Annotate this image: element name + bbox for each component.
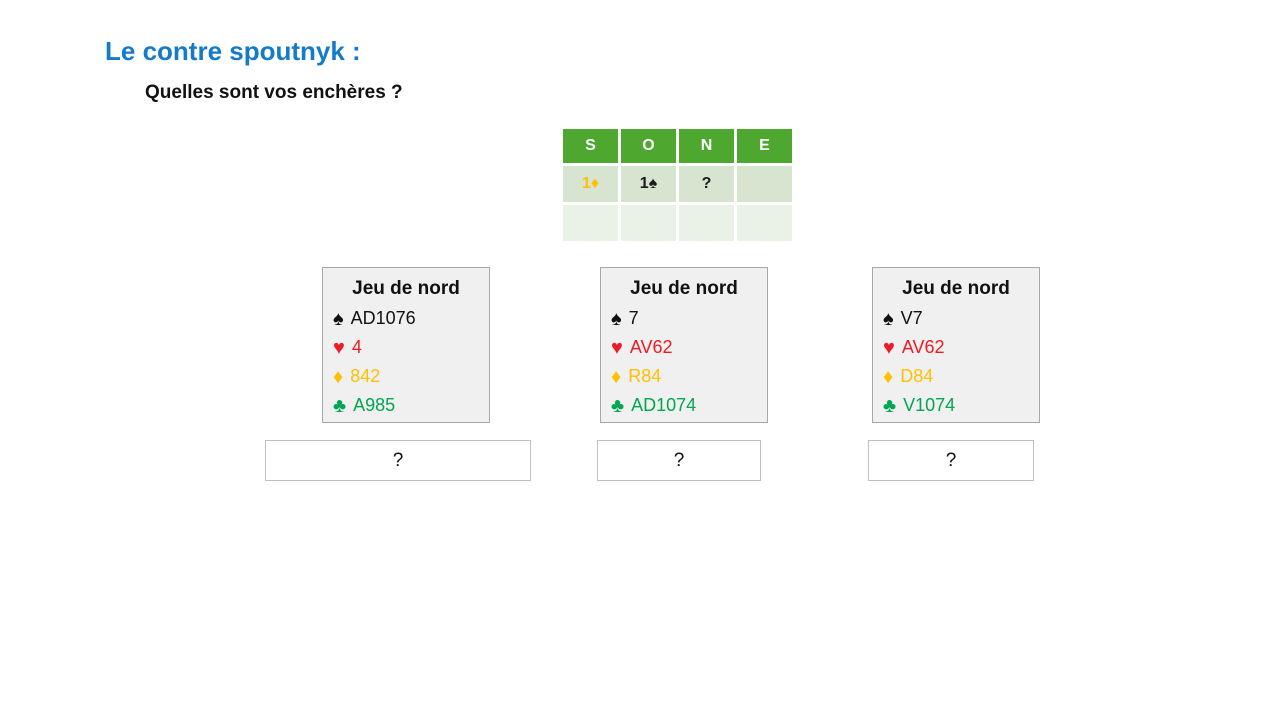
heart-icon: ♥ [883,336,895,359]
auction-table: S O N E 1♦ 1♠ ? [563,129,792,241]
hand-line-hearts: ♥ AV62 [611,333,767,362]
spade-icon: ♠ [333,307,344,330]
hand-line-diamonds: ♦ R84 [611,362,767,391]
club-cards: V1074 [903,395,956,415]
page-subtitle: Quelles sont vos enchères ? [145,82,403,103]
spade-icon: ♠ [611,307,622,330]
hand-line-spades: ♠ 7 [611,304,767,333]
diamond-icon: ♦ [611,365,622,388]
hand-line-spades: ♠ V7 [883,304,1039,333]
club-icon: ♣ [611,394,625,417]
hand-box-2: Jeu de nord ♠ 7 ♥ AV62 ♦ R84 ♣ AD1074 [600,267,768,423]
hand-line-clubs: ♣ A985 [333,391,489,420]
diamond-cards: 842 [350,366,381,386]
hand-line-clubs: ♣ AD1074 [611,391,767,420]
spade-icon: ♠ [883,307,894,330]
answer-box-3[interactable]: ? [868,440,1034,481]
auction-bid-east-empty [737,166,792,202]
club-icon: ♣ [333,394,347,417]
heart-cards: AV62 [901,337,945,357]
auction-bid-south-1d: 1♦ [563,166,618,202]
hand-title: Jeu de nord [902,278,1010,299]
hand-line-diamonds: ♦ 842 [333,362,489,391]
hand-line-hearts: ♥ AV62 [883,333,1039,362]
club-cards: A985 [353,395,396,415]
spade-cards: AD1076 [350,308,416,328]
club-icon: ♣ [883,394,897,417]
hand-line-hearts: ♥ 4 [333,333,489,362]
page-title: Le contre spoutnyk : [105,36,361,66]
spade-cards: 7 [628,308,639,328]
auction-cell-empty [737,205,792,241]
heart-cards: 4 [351,337,362,357]
auction-header-east: E [737,129,792,163]
heart-cards: AV62 [629,337,673,357]
hand-line-clubs: ♣ V1074 [883,391,1039,420]
auction-header-south: S [563,129,618,163]
hand-box-1: Jeu de nord ♠ AD1076 ♥ 4 ♦ 842 ♣ A985 [322,267,490,423]
hand-line-spades: ♠ AD1076 [333,304,489,333]
diamond-icon: ♦ [333,365,344,388]
diamond-cards: R84 [628,366,662,386]
auction-cell-empty [621,205,676,241]
club-cards: AD1074 [631,395,697,415]
heart-icon: ♥ [333,336,345,359]
hand-title: Jeu de nord [630,278,738,299]
diamond-cards: D84 [900,366,934,386]
spade-cards: V7 [900,308,923,328]
answer-box-1[interactable]: ? [265,440,531,481]
auction-cell-empty [563,205,618,241]
auction-cell-empty [679,205,734,241]
auction-bid-west-1s: 1♠ [621,166,676,202]
answer-box-2[interactable]: ? [597,440,761,481]
auction-header-west: O [621,129,676,163]
hand-title: Jeu de nord [352,278,460,299]
diamond-icon: ♦ [883,365,894,388]
heart-icon: ♥ [611,336,623,359]
hand-box-3: Jeu de nord ♠ V7 ♥ AV62 ♦ D84 ♣ V1074 [872,267,1040,423]
auction-header-north: N [679,129,734,163]
auction-bid-north-question: ? [679,166,734,202]
hand-line-diamonds: ♦ D84 [883,362,1039,391]
